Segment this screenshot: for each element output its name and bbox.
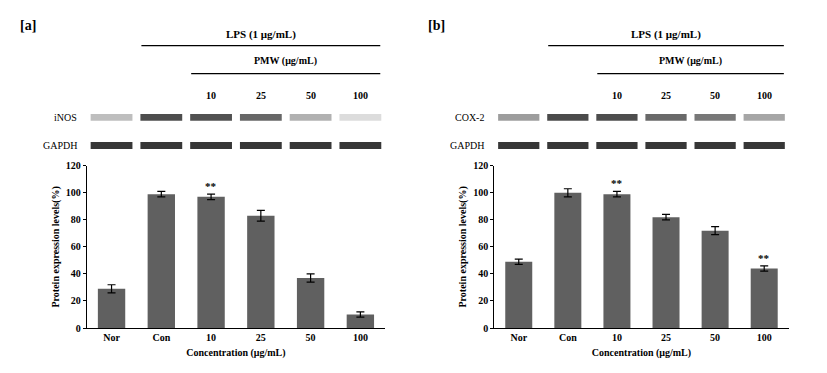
svg-text:60: 60 xyxy=(71,241,81,252)
svg-text:80: 80 xyxy=(71,214,81,225)
svg-text:0: 0 xyxy=(76,323,81,334)
svg-text:50: 50 xyxy=(306,90,316,101)
svg-text:50: 50 xyxy=(306,332,316,343)
svg-text:COX-2: COX-2 xyxy=(455,112,484,123)
svg-text:120: 120 xyxy=(473,160,488,171)
svg-text:Nor: Nor xyxy=(510,332,527,343)
svg-text:100: 100 xyxy=(353,90,368,101)
svg-text:Nor: Nor xyxy=(103,332,120,343)
svg-text:60: 60 xyxy=(478,241,488,252)
svg-text:PMW (μg/mL): PMW (μg/mL) xyxy=(254,55,317,67)
svg-text:25: 25 xyxy=(256,332,266,343)
svg-text:**: ** xyxy=(758,252,770,264)
svg-text:GAPDH: GAPDH xyxy=(43,140,77,151)
svg-text:40: 40 xyxy=(71,268,81,279)
svg-text:100: 100 xyxy=(757,90,772,101)
svg-text:10: 10 xyxy=(612,332,622,343)
svg-text:100: 100 xyxy=(473,187,488,198)
svg-text:iNOS: iNOS xyxy=(54,112,77,123)
svg-text:50: 50 xyxy=(710,90,720,101)
svg-text:40: 40 xyxy=(478,268,488,279)
svg-text:[b]: [b] xyxy=(428,18,445,33)
svg-text:100: 100 xyxy=(757,332,772,343)
svg-text:50: 50 xyxy=(710,332,720,343)
svg-text:25: 25 xyxy=(661,332,671,343)
svg-text:25: 25 xyxy=(661,90,671,101)
svg-text:100: 100 xyxy=(66,187,81,198)
svg-text:10: 10 xyxy=(206,332,216,343)
svg-text:LPS (1 μg/mL): LPS (1 μg/mL) xyxy=(226,28,296,41)
svg-text:**: ** xyxy=(611,177,623,189)
svg-text:10: 10 xyxy=(612,90,622,101)
svg-text:20: 20 xyxy=(71,295,81,306)
svg-text:PMW (μg/mL): PMW (μg/mL) xyxy=(659,55,722,67)
svg-text:[a]: [a] xyxy=(20,18,36,33)
svg-text:Con: Con xyxy=(559,332,577,343)
svg-text:Concentration (μg/mL): Concentration (μg/mL) xyxy=(592,347,691,359)
svg-text:Concentration (μg/mL): Concentration (μg/mL) xyxy=(186,347,285,359)
svg-text:80: 80 xyxy=(478,214,488,225)
svg-text:Con: Con xyxy=(152,332,170,343)
svg-text:10: 10 xyxy=(206,90,216,101)
svg-text:20: 20 xyxy=(478,295,488,306)
svg-text:100: 100 xyxy=(353,332,368,343)
svg-text:**: ** xyxy=(205,180,217,192)
svg-text:120: 120 xyxy=(66,160,81,171)
svg-text:Protein expression levels(%): Protein expression levels(%) xyxy=(50,186,62,307)
svg-text:Protein expression levels(%): Protein expression levels(%) xyxy=(457,186,469,307)
svg-text:GAPDH: GAPDH xyxy=(450,140,484,151)
svg-text:LPS (1 μg/mL): LPS (1 μg/mL) xyxy=(631,28,701,41)
svg-text:0: 0 xyxy=(483,323,488,334)
svg-text:25: 25 xyxy=(256,90,266,101)
